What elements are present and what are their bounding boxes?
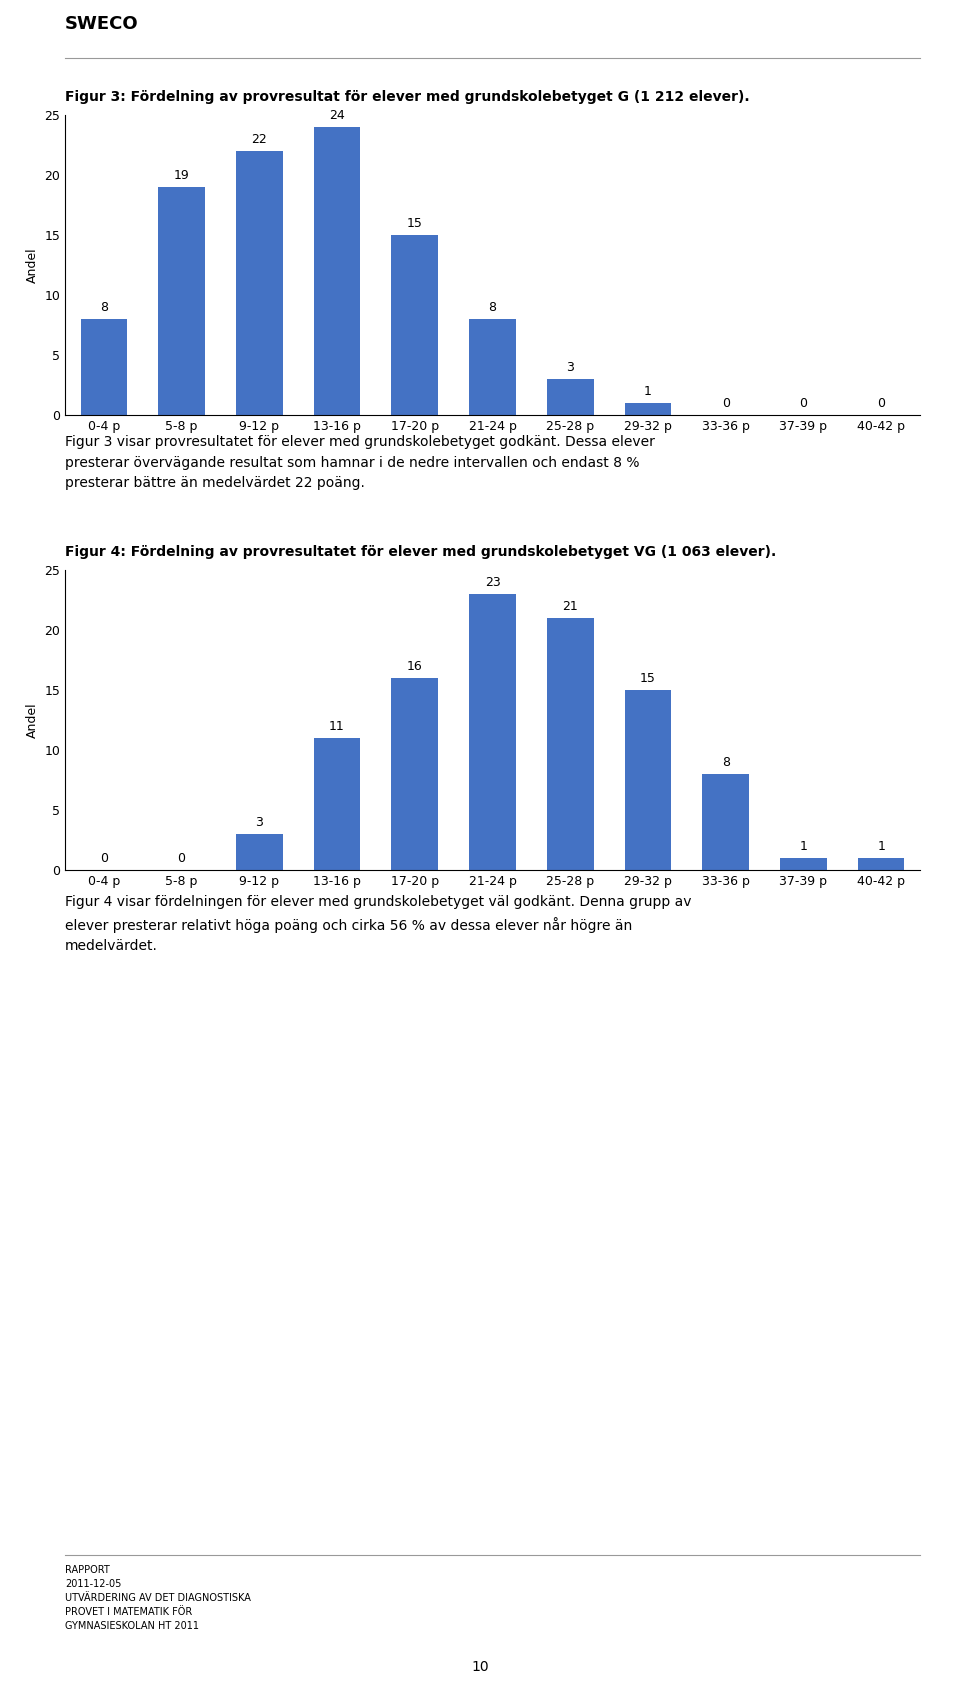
- Text: 19: 19: [174, 169, 189, 182]
- Text: Figur 3 visar provresultatet för elever med grundskolebetyget godkänt. Dessa ele: Figur 3 visar provresultatet för elever …: [65, 435, 655, 491]
- Text: 1: 1: [644, 385, 652, 398]
- Text: 11: 11: [329, 720, 345, 734]
- Text: Figur 4: Fördelning av provresultatet för elever med grundskolebetyget VG (1 063: Figur 4: Fördelning av provresultatet fö…: [65, 545, 777, 558]
- Text: RAPPORT
2011-12-05
UTVÄRDERING AV DET DIAGNOSTISKA
PROVET I MATEMATIK FÖR
GYMNAS: RAPPORT 2011-12-05 UTVÄRDERING AV DET DI…: [65, 1566, 251, 1631]
- Text: 15: 15: [640, 671, 656, 685]
- Bar: [469, 319, 516, 415]
- Text: 21: 21: [563, 601, 578, 612]
- Y-axis label: Andel: Andel: [26, 702, 38, 737]
- Text: SWECO: SWECO: [65, 15, 138, 34]
- Bar: [314, 127, 360, 415]
- Text: 1: 1: [877, 840, 885, 854]
- Text: 15: 15: [407, 218, 422, 229]
- Text: 10: 10: [471, 1660, 489, 1674]
- Bar: [858, 859, 904, 870]
- Bar: [314, 737, 360, 870]
- Bar: [703, 774, 749, 870]
- Bar: [236, 152, 282, 415]
- Bar: [158, 187, 204, 415]
- Bar: [469, 594, 516, 870]
- Text: 0: 0: [722, 396, 730, 410]
- Bar: [81, 319, 127, 415]
- Text: 0: 0: [800, 396, 807, 410]
- Bar: [547, 617, 593, 870]
- Bar: [625, 690, 671, 870]
- Text: 24: 24: [329, 110, 345, 121]
- Text: 1: 1: [800, 840, 807, 854]
- Text: 22: 22: [252, 133, 267, 147]
- Bar: [392, 234, 438, 415]
- Text: 23: 23: [485, 577, 500, 589]
- Text: 0: 0: [877, 396, 885, 410]
- Text: Figur 4 visar fördelningen för elever med grundskolebetyget väl godkänt. Denna g: Figur 4 visar fördelningen för elever me…: [65, 896, 691, 953]
- Bar: [547, 380, 593, 415]
- Text: 8: 8: [100, 302, 108, 314]
- Text: 16: 16: [407, 660, 422, 673]
- Text: 0: 0: [178, 852, 185, 865]
- Text: 3: 3: [566, 361, 574, 375]
- Bar: [780, 859, 827, 870]
- Bar: [392, 678, 438, 870]
- Text: Figur 3: Fördelning av provresultat för elever med grundskolebetyget G (1 212 el: Figur 3: Fördelning av provresultat för …: [65, 89, 750, 105]
- Text: 8: 8: [722, 756, 730, 769]
- Y-axis label: Andel: Andel: [26, 248, 38, 283]
- Text: 0: 0: [100, 852, 108, 865]
- Bar: [236, 833, 282, 870]
- Text: 8: 8: [489, 302, 496, 314]
- Bar: [625, 403, 671, 415]
- Text: 3: 3: [255, 817, 263, 830]
